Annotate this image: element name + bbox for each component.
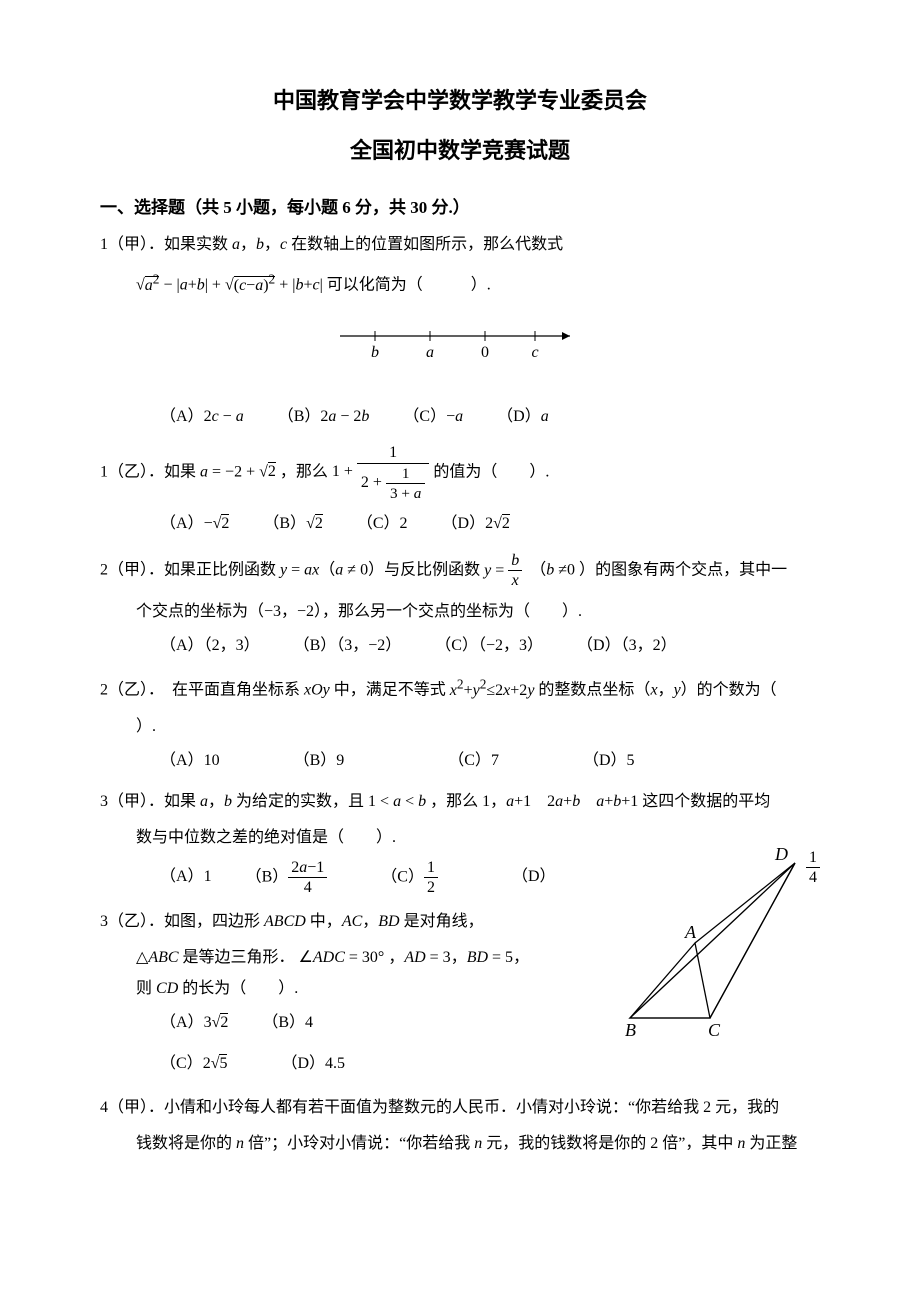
q1a-choice-d: （D）a — [497, 402, 549, 432]
nl-label-b: b — [371, 344, 379, 361]
q3a-choice-b: （B）2a−14 — [246, 858, 328, 897]
q1b-prefix: 1（乙）．如果 — [100, 463, 200, 480]
nl-label-c: c — [531, 344, 538, 361]
question-4a-line2: 钱数将是你的 n 倍”；小玲对小倩说：“你若给我 n 元，我的钱数将是你的 2 … — [100, 1129, 820, 1159]
q1a-stem-prefix: 1（甲）．如果实数 — [100, 236, 232, 253]
q3a-choice-c: （C）12 — [381, 858, 438, 897]
q1b-mid: ，那么 — [276, 463, 332, 480]
q1b-a-expr: a = −2 + √2 — [200, 462, 276, 480]
q2a-choice-c: （C）（−2，3） — [435, 631, 543, 661]
q2a-line2: 个交点的坐标为（−3，−2），那么另一个交点的坐标为（ ）. — [100, 597, 820, 627]
q3b-choice-b: （B）4 — [262, 1008, 313, 1038]
q1a-tail: 可以化简为（ ）. — [327, 277, 491, 294]
section-1-header: 一、选择题（共 5 小题，每小题 6 分，共 30 分.） — [100, 192, 820, 224]
q1a-choice-b: （B）2a − 2b — [278, 402, 370, 432]
q1b-choice-d: （D）2√2 — [442, 509, 510, 539]
q1a-expr-line: √a2 − |a+b| + √(c−a)2 + |b+c| 可以化简为（ ）. — [100, 266, 820, 301]
q2b-choice-a: （A）10 — [160, 746, 220, 776]
q2a-mid1: 与反比例函数 — [384, 562, 484, 579]
nl-label-a: a — [426, 344, 434, 361]
q2a-mid2: 的图象有两个交点，其中一 — [595, 562, 787, 579]
fig-label-b: B — [625, 1020, 636, 1038]
q1b-tail: 的值为（ ）. — [433, 463, 549, 480]
question-2a: 2（甲）．如果正比例函数 y = ax（a ≠ 0）与反比例函数 y = bx … — [100, 551, 820, 590]
q3a-choice-d: （D） — [512, 862, 556, 892]
q3b-figure: A B C D — [600, 838, 820, 1038]
q2a-choices: （A）（2，3） （B）（3，−2） （C）（−2，3） （D）（3，2） — [100, 631, 820, 661]
q3b-choices-row2: （C）2√5 （D）4.5 — [100, 1049, 820, 1079]
q2b-choices: （A）10 （B）9 （C）7 （D）5 — [100, 746, 820, 776]
q1a-choice-c: （C）−a — [403, 402, 463, 432]
q2b-choice-b: （B）9 — [294, 746, 345, 776]
title-line-1: 中国教育学会中学数学教学专业委员会 — [100, 80, 820, 122]
question-3a: 3（甲）．如果 a，b 为给定的实数，且 1 < a < b ，那么 1，a+1… — [100, 787, 820, 817]
q2a-choice-d: （D）（3，2） — [577, 631, 677, 661]
q2b-line2: ）. — [100, 712, 820, 742]
question-1a: 1（甲）．如果实数 a，b，c 在数轴上的位置如图所示，那么代数式 — [100, 230, 820, 260]
fig-label-a: A — [684, 922, 697, 942]
fig-label-c: C — [708, 1020, 721, 1038]
q2b-choice-c: （C）7 — [448, 746, 499, 776]
question-1b: 1（乙）．如果 a = −2 + √2 ，那么 1 + 12 + 13 + a … — [100, 443, 820, 503]
vars-abc: a — [232, 236, 240, 253]
q2a-prefix: 2（甲）．如果正比例函数 — [100, 562, 280, 579]
q2a-choice-b: （B）（3，−2） — [294, 631, 402, 661]
q1a-choice-a: （A）2c − a — [160, 402, 244, 432]
q1b-choice-b: （B）√2 — [263, 509, 322, 539]
title-line-2: 全国初中数学竞赛试题 — [100, 130, 820, 172]
q2a-cond2: （b ≠0 ） — [538, 562, 595, 579]
q1b-choice-c: （C）2 — [357, 509, 408, 539]
q2a-cond1: （a ≠ 0） — [319, 562, 384, 579]
fig-label-d: D — [774, 844, 788, 864]
q2a-choice-a: （A）（2，3） — [160, 631, 260, 661]
q3b-choice-a: （A）3√2 — [160, 1008, 228, 1038]
q3b-choice-d: （D）4.5 — [281, 1049, 345, 1079]
q3a-choice-a: （A）1 — [160, 862, 212, 892]
q1a-choices: （A）2c − a （B）2a − 2b （C）−a （D）a — [100, 402, 820, 432]
q1b-choice-a: （A）−√2 — [160, 509, 229, 539]
nl-label-0: 0 — [481, 344, 489, 361]
q1b-nested-frac: 1 + 12 + 13 + a — [332, 463, 433, 480]
q1b-choices: （A）−√2 （B）√2 （C）2 （D）2√2 — [100, 509, 820, 539]
question-2b: 2（乙）． 在平面直角坐标系 xOy 中，满足不等式 x2+y2≤2x+2y 的… — [100, 671, 820, 706]
q1a-numberline: b a 0 c — [100, 321, 820, 372]
q1a-expression: √a2 − |a+b| + √(c−a)2 + |b+c| — [136, 276, 327, 294]
q2b-choice-d: （D）5 — [583, 746, 635, 776]
question-4a-line1: 4（甲）．小倩和小玲每人都有若干面值为整数元的人民币．小倩对小玲说：“你若给我 … — [100, 1093, 820, 1123]
q1a-stem-mid: 在数轴上的位置如图所示，那么代数式 — [287, 236, 563, 253]
q3b-choice-c: （C）2√5 — [160, 1049, 227, 1079]
